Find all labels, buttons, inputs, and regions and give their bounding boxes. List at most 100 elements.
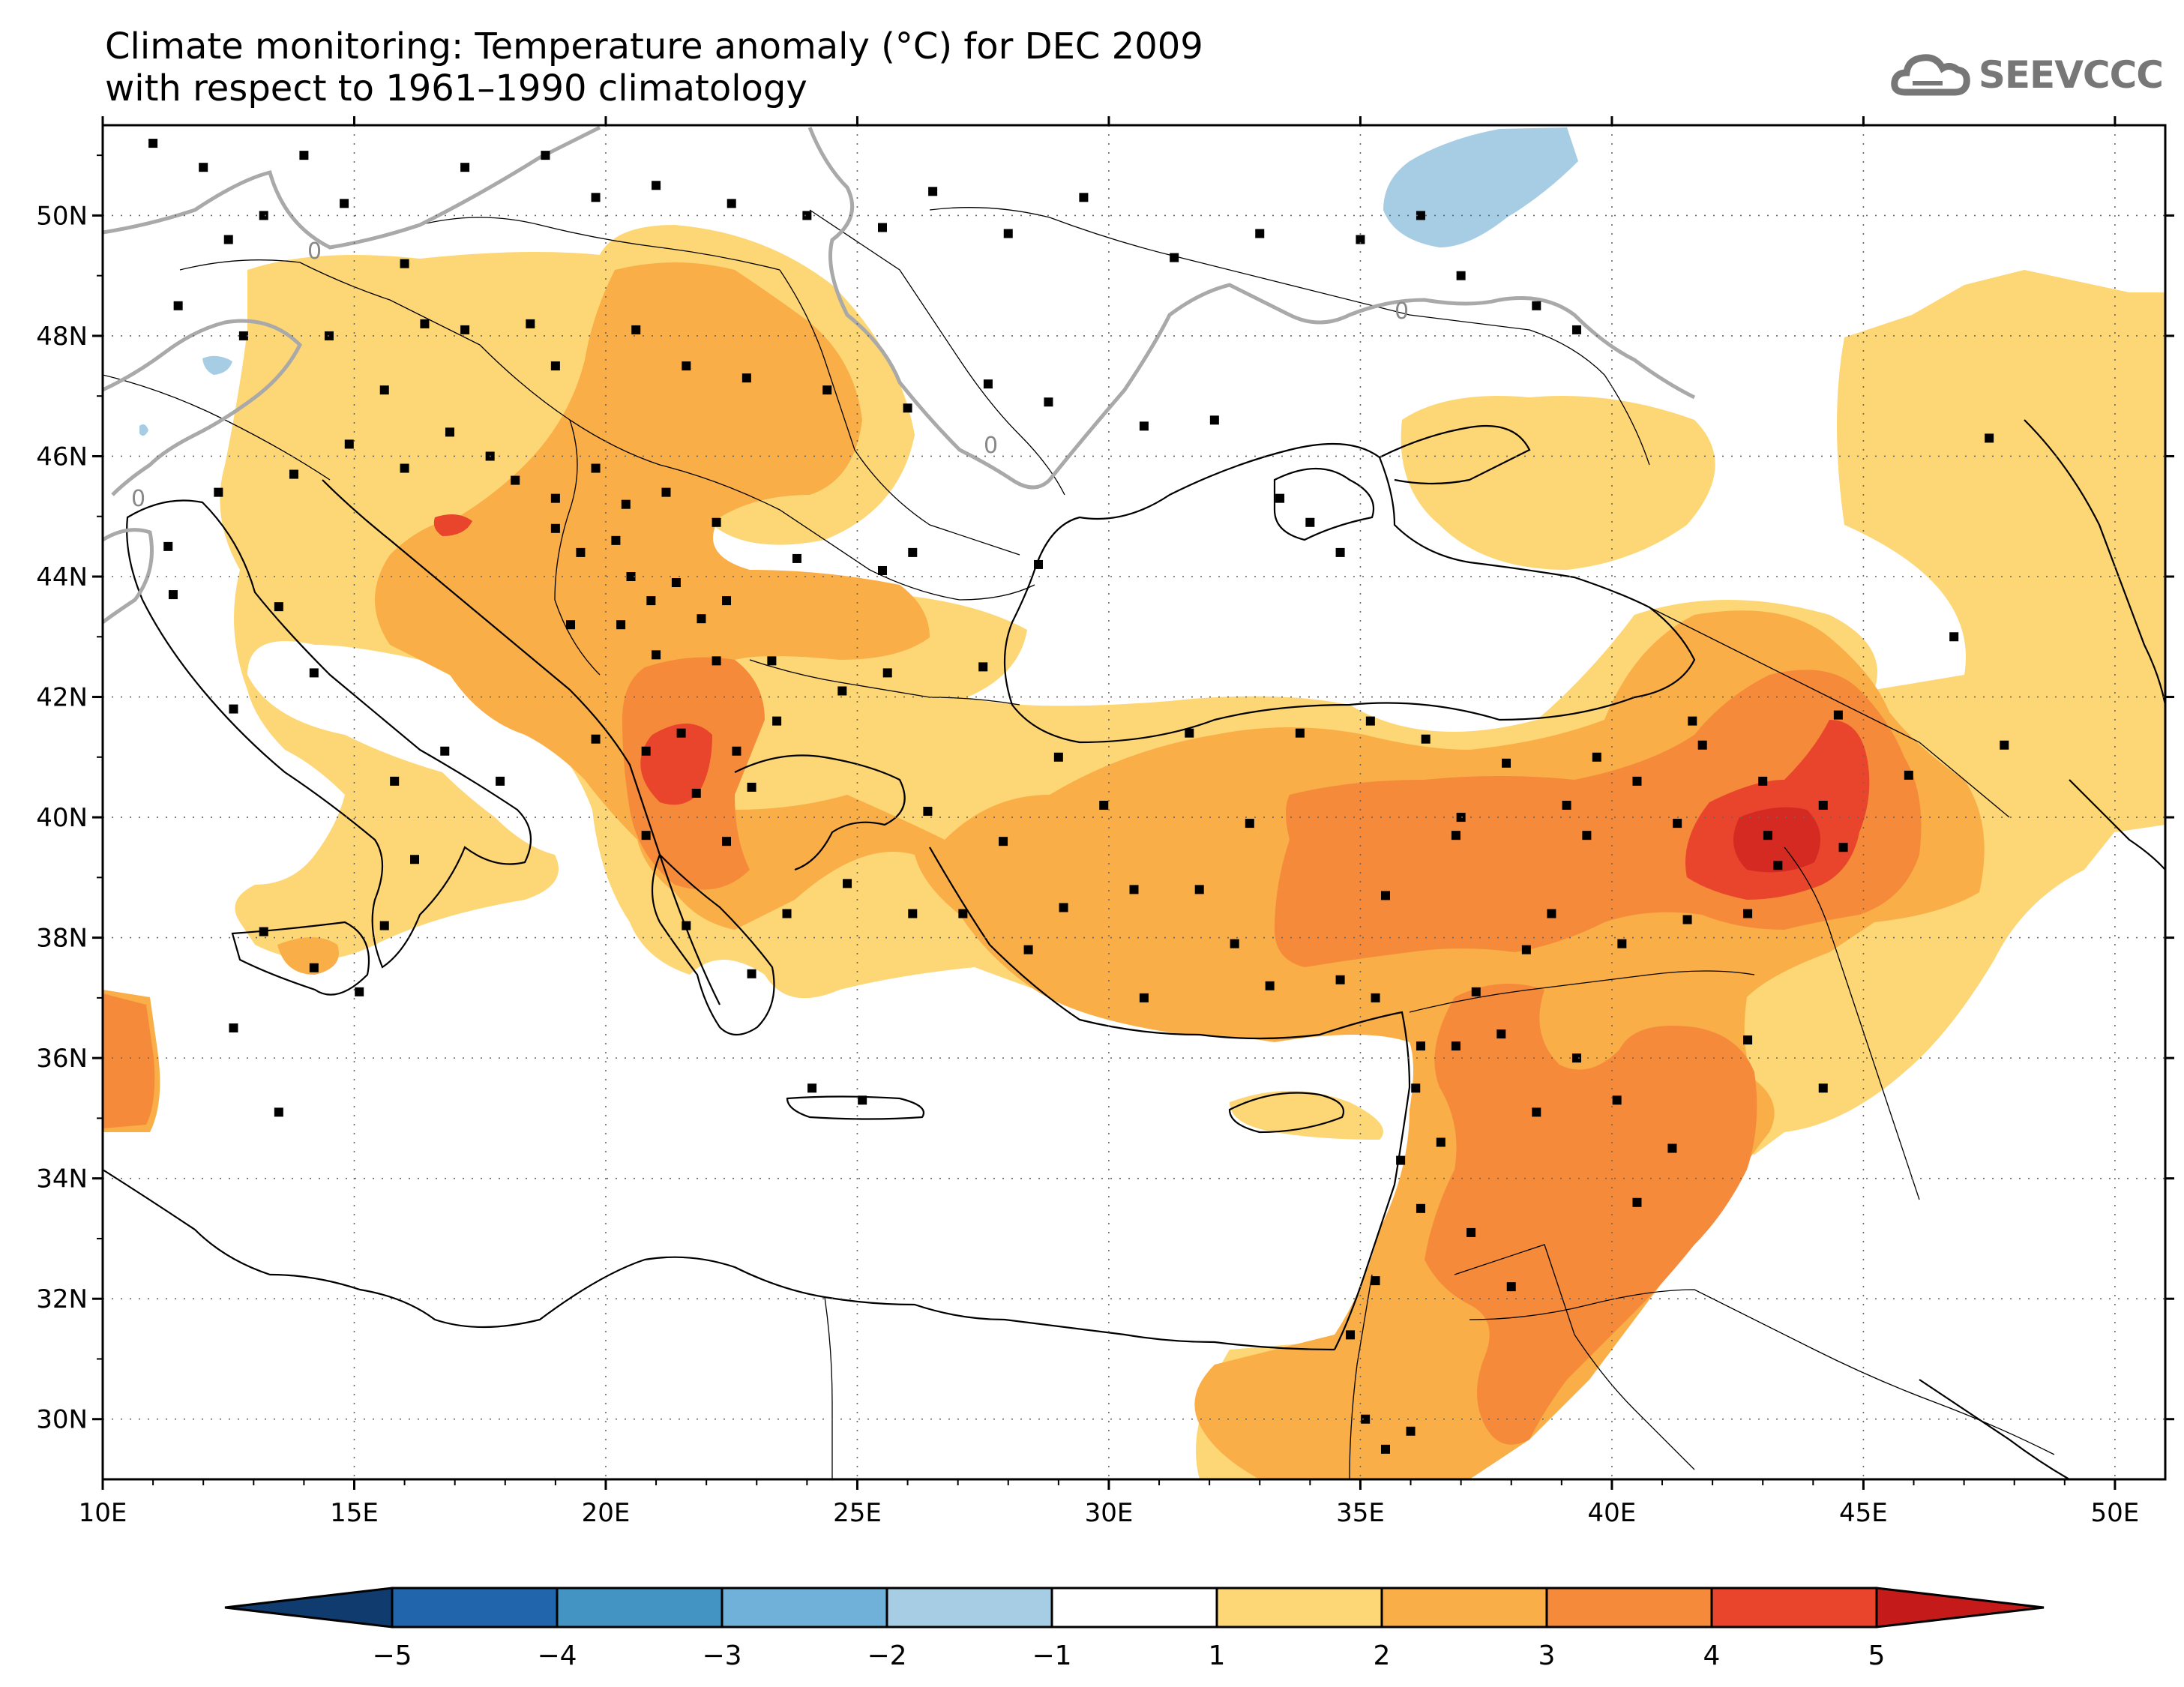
station-marker: [1044, 397, 1053, 407]
logo-text: SEEVCCC: [1978, 53, 2164, 97]
station-marker: [1194, 885, 1204, 894]
station-marker: [1411, 1083, 1421, 1093]
x-tick-label: 20E: [582, 1498, 631, 1528]
station-marker: [163, 541, 173, 551]
station-marker: [908, 909, 918, 918]
station-marker: [259, 927, 268, 936]
station-marker: [550, 493, 560, 503]
station-marker: [903, 403, 912, 413]
station-marker: [928, 187, 938, 196]
station-marker: [1245, 819, 1254, 829]
station-marker: [1949, 632, 1959, 642]
colorbar-left-arrow: [224, 1587, 394, 1629]
station-marker: [344, 439, 354, 449]
station-marker: [732, 746, 741, 756]
station-marker: [682, 361, 691, 371]
station-marker: [1904, 770, 1913, 780]
colorbar-right-arrow: [1875, 1587, 2045, 1629]
station-marker: [1059, 903, 1068, 912]
station-marker: [652, 181, 661, 190]
station-markers: [148, 139, 2009, 1454]
station-marker: [420, 319, 430, 328]
contour-label: 0: [131, 486, 145, 512]
station-marker: [1451, 831, 1460, 841]
station-marker: [671, 578, 681, 588]
station-marker: [1371, 1276, 1380, 1286]
station-marker: [1129, 885, 1139, 894]
station-marker: [722, 837, 732, 846]
colorbar-segment: [1050, 1587, 1218, 1629]
colorbar: −5 −4 −3 −2 −1 1 2 3 4 5: [224, 1587, 2045, 1671]
axes: 10E 15E 20E 25E 30E 35E 40E 45E 50E 30N 32N 34N 36N 3…: [36, 116, 2174, 1528]
station-marker: [691, 788, 701, 798]
station-marker: [652, 650, 661, 660]
station-marker: [616, 620, 626, 630]
chart-title: Climate monitoring: Temperature anomaly …: [105, 25, 1203, 109]
station-marker: [611, 535, 621, 545]
station-marker: [379, 385, 389, 395]
station-marker: [299, 151, 309, 160]
station-marker: [1295, 728, 1305, 738]
station-marker: [1763, 831, 1772, 841]
station-marker: [741, 373, 751, 383]
station-marker: [1571, 1053, 1581, 1063]
station-marker: [646, 596, 656, 606]
station-marker: [1361, 1414, 1371, 1424]
station-marker: [1456, 271, 1466, 280]
title-line-2: with respect to 1961–1990 climatology: [105, 67, 807, 109]
station-marker: [772, 716, 782, 726]
x-tick-label: 35E: [1336, 1498, 1385, 1528]
station-marker: [1185, 728, 1194, 738]
station-marker: [223, 235, 233, 244]
station-marker: [355, 987, 364, 996]
station-marker: [173, 301, 183, 310]
station-marker: [1421, 734, 1431, 744]
station-marker: [526, 319, 535, 328]
colorbar-label: 5: [1868, 1641, 1886, 1671]
colorbar-segment: [1215, 1587, 1383, 1629]
station-marker: [550, 361, 560, 371]
x-tick-label: 15E: [330, 1498, 379, 1528]
station-marker: [229, 1023, 238, 1032]
station-marker: [1773, 861, 1783, 870]
station-marker: [1697, 740, 1707, 750]
station-marker: [238, 331, 248, 340]
station-marker: [1562, 801, 1571, 811]
station-marker: [1833, 710, 1843, 720]
station-marker: [1632, 776, 1642, 786]
y-tick-label: 38N: [36, 924, 88, 954]
station-marker: [843, 879, 852, 888]
x-tick-label: 40E: [1588, 1498, 1637, 1528]
station-marker: [1079, 193, 1089, 202]
station-marker: [626, 572, 636, 581]
station-marker: [1571, 325, 1581, 334]
station-marker: [1305, 517, 1315, 527]
colorbar-label: −3: [702, 1641, 741, 1671]
station-marker: [309, 963, 319, 972]
y-tick-label: 30N: [36, 1405, 88, 1435]
station-marker: [802, 211, 812, 220]
station-marker: [1335, 547, 1345, 557]
station-marker: [168, 590, 178, 600]
station-marker: [1818, 1083, 1828, 1093]
station-marker: [199, 163, 208, 172]
station-marker: [1053, 752, 1063, 762]
station-marker: [621, 499, 631, 509]
colorbar-segment: [885, 1587, 1053, 1629]
zero-contour: [103, 125, 1696, 624]
station-marker: [1466, 1227, 1476, 1237]
station-marker: [214, 487, 223, 497]
station-marker: [1139, 421, 1149, 431]
station-marker: [445, 427, 454, 437]
station-marker: [1612, 1095, 1622, 1105]
station-marker: [379, 921, 389, 930]
colorbar-label: −1: [1032, 1641, 1071, 1671]
station-marker: [878, 223, 888, 232]
seevccc-logo: SEEVCCC: [1890, 45, 2164, 105]
station-marker: [1471, 987, 1481, 996]
station-marker: [1371, 993, 1380, 1002]
station-marker: [259, 211, 268, 220]
station-marker: [958, 909, 968, 918]
station-marker: [511, 475, 520, 485]
station-marker: [576, 547, 586, 557]
